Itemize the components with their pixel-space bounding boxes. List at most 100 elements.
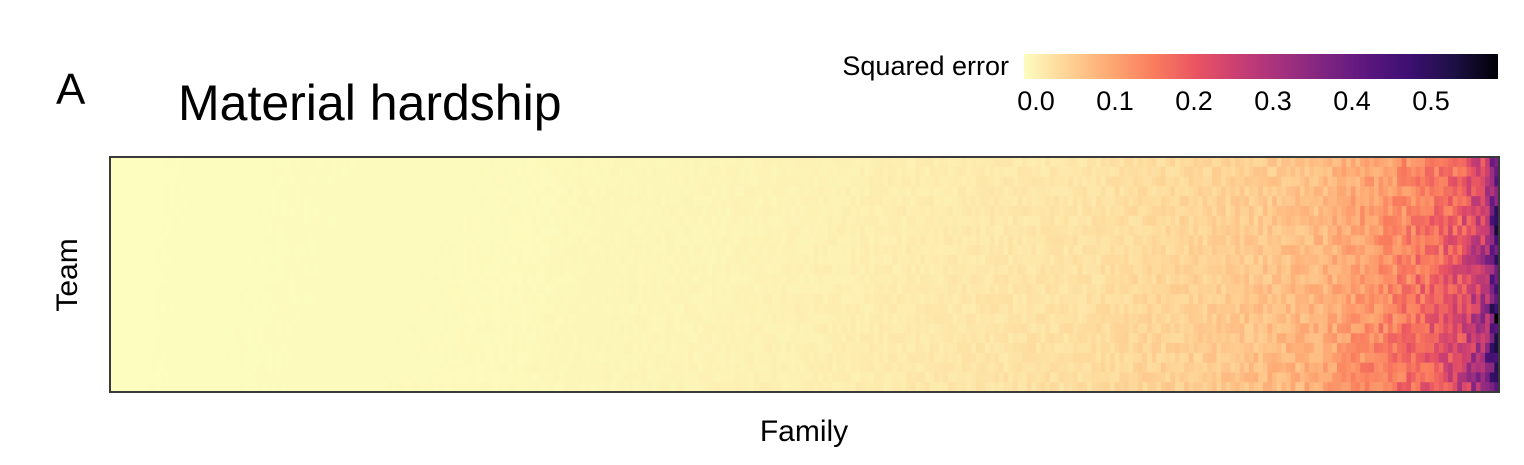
heatmap-cell: [526, 372, 532, 383]
heatmap-cell: [142, 323, 148, 334]
heatmap-cell: [804, 235, 810, 246]
heatmap-cell: [693, 323, 699, 334]
heatmap-cell: [975, 157, 982, 168]
heatmap-cell: [716, 382, 722, 393]
heatmap-cell: [901, 157, 907, 168]
heatmap-cell: [137, 157, 144, 168]
heatmap-cell: [735, 323, 741, 334]
heatmap-cell: [406, 303, 412, 315]
heatmap-cell: [795, 343, 801, 354]
heatmap-cell: [498, 215, 505, 227]
heatmap-cell: [327, 274, 333, 285]
heatmap-cell: [438, 294, 444, 305]
heatmap-cell: [799, 362, 806, 374]
heatmap-cell: [225, 323, 231, 334]
heatmap-cell: [776, 333, 782, 344]
heatmap-cell: [387, 196, 394, 207]
heatmap-cell: [114, 303, 120, 315]
heatmap-cell: [892, 323, 898, 334]
heatmap-cell: [174, 245, 181, 256]
heatmap-cell: [739, 235, 745, 246]
heatmap-cell: [614, 313, 620, 325]
heatmap-cell: [850, 274, 857, 285]
heatmap-cell: [596, 303, 602, 315]
heatmap-cell: [392, 254, 398, 266]
heatmap-cell: [818, 166, 824, 178]
heatmap-cell: [735, 254, 741, 266]
heatmap-cell: [688, 362, 694, 374]
heatmap-cell: [235, 235, 241, 246]
heatmap-cell: [461, 294, 468, 305]
heatmap-cell: [1026, 303, 1032, 315]
heatmap-cell: [725, 186, 732, 197]
heatmap-cell: [447, 323, 454, 334]
heatmap-cell: [656, 254, 662, 266]
heatmap-cell: [193, 225, 199, 236]
heatmap-cell: [952, 215, 958, 227]
heatmap-cell: [869, 245, 875, 256]
heatmap-cell: [1022, 176, 1028, 187]
heatmap-cell: [174, 362, 181, 374]
heatmap-cell: [151, 186, 157, 197]
heatmap-cell: [1063, 303, 1070, 315]
heatmap-cell: [350, 176, 356, 187]
heatmap-cell: [207, 176, 213, 187]
heatmap-cell: [471, 284, 477, 295]
heatmap-cell: [429, 215, 435, 227]
heatmap-cell: [1049, 274, 1056, 285]
heatmap-cell: [985, 186, 991, 197]
heatmap-cell: [688, 166, 694, 178]
heatmap-cell: [531, 176, 537, 187]
heatmap-cell: [383, 205, 389, 217]
heatmap-cell: [735, 382, 741, 393]
heatmap-cell: [364, 205, 370, 217]
heatmap-cell: [832, 225, 838, 236]
heatmap-cell: [952, 235, 958, 246]
heatmap-cell: [952, 186, 958, 197]
heatmap-cell: [674, 313, 681, 325]
heatmap-cell: [758, 186, 764, 197]
heatmap-cell: [1049, 362, 1056, 374]
heatmap-cell: [623, 225, 630, 236]
heatmap-cell: [401, 176, 407, 187]
heatmap-cell: [170, 294, 176, 305]
heatmap-cell: [693, 362, 699, 374]
heatmap-cell: [508, 176, 514, 187]
heatmap-cell: [1036, 245, 1042, 256]
heatmap-cell: [1049, 352, 1056, 364]
heatmap-cell: [730, 313, 736, 325]
heatmap-cell: [438, 176, 444, 187]
heatmap-cell: [202, 323, 208, 334]
heatmap-cell: [1045, 352, 1051, 364]
heatmap-cell: [980, 303, 986, 315]
heatmap-cell: [559, 205, 565, 217]
heatmap-cell: [160, 382, 167, 393]
heatmap-cell: [535, 333, 542, 344]
heatmap-cell: [582, 323, 588, 334]
heatmap-cell: [563, 176, 569, 187]
heatmap-cell: [438, 205, 444, 217]
heatmap-cell: [989, 352, 995, 364]
heatmap-cell: [424, 225, 431, 236]
heatmap-cell: [235, 264, 241, 276]
heatmap-cell: [910, 264, 917, 276]
heatmap-cell: [197, 264, 204, 276]
heatmap-cell: [961, 352, 968, 364]
heatmap-cell: [184, 362, 190, 374]
heatmap-cell: [202, 274, 208, 285]
heatmap-cell: [197, 294, 204, 305]
heatmap-cell: [202, 352, 208, 364]
heatmap-cell: [522, 176, 528, 187]
heatmap-cell: [443, 352, 449, 364]
heatmap-cell: [758, 294, 764, 305]
heatmap-cell: [267, 157, 273, 168]
heatmap-cell: [179, 333, 185, 344]
heatmap-cell: [614, 274, 620, 285]
heatmap-cell: [267, 352, 273, 364]
heatmap-cell: [573, 303, 579, 315]
heatmap-cell: [517, 372, 523, 383]
heatmap-cell: [883, 157, 889, 168]
heatmap-cell: [827, 294, 833, 305]
heatmap-cell: [781, 323, 787, 334]
heatmap-cell: [128, 254, 134, 266]
